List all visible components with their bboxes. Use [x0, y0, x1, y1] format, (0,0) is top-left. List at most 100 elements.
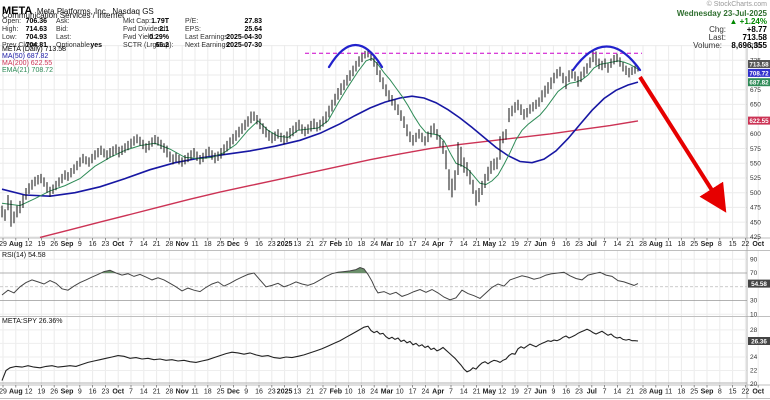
svg-text:713.58: 713.58	[749, 61, 769, 68]
legend-item: EMA(21) 708.72	[2, 67, 53, 74]
svg-text:12: 12	[498, 389, 506, 396]
svg-text:28: 28	[166, 241, 174, 248]
quote-label: High:	[2, 26, 19, 33]
svg-text:425: 425	[750, 234, 761, 241]
svg-text:10: 10	[345, 241, 353, 248]
svg-text:17: 17	[409, 241, 417, 248]
svg-text:500: 500	[750, 190, 761, 197]
svg-text:9: 9	[78, 389, 82, 396]
projected-decline-arrow	[638, 75, 727, 213]
ema21-line	[1, 57, 639, 207]
svg-text:17: 17	[409, 389, 417, 396]
svg-text:525: 525	[750, 175, 761, 182]
svg-text:Nov: Nov	[176, 241, 189, 248]
svg-text:22: 22	[750, 368, 758, 375]
legend-item: META (Daily) 713.58	[2, 46, 67, 53]
svg-text:Jun: Jun	[534, 389, 546, 396]
svg-text:21: 21	[626, 389, 634, 396]
ratio-value-label: 26.36	[748, 337, 770, 345]
svg-text:25: 25	[690, 389, 698, 396]
quote-value: 0.29%	[149, 34, 169, 41]
svg-text:10: 10	[750, 311, 758, 318]
svg-text:675: 675	[750, 87, 761, 94]
quote-value: 25.64	[244, 26, 262, 33]
quote-value: 2025-07-30	[226, 42, 262, 49]
svg-text:11: 11	[191, 389, 198, 396]
svg-text:27: 27	[524, 389, 532, 396]
svg-text:21: 21	[153, 389, 161, 396]
svg-text:19: 19	[511, 389, 519, 396]
svg-text:May: May	[483, 241, 497, 248]
candlesticks	[1, 50, 639, 227]
svg-text:9: 9	[244, 389, 248, 396]
svg-text:19: 19	[38, 389, 46, 396]
svg-text:19: 19	[38, 241, 46, 248]
top-arc-arc1	[327, 43, 384, 69]
ema21-price-label: 708.72	[748, 68, 770, 77]
svg-text:25: 25	[690, 241, 698, 248]
ma50-price-label: 687.82	[748, 78, 770, 87]
quote-label: P/E:	[185, 18, 199, 25]
quote-value: 704.93	[25, 34, 47, 41]
svg-text:15: 15	[729, 389, 737, 396]
svg-text:70: 70	[750, 270, 758, 277]
svg-text:7: 7	[603, 389, 607, 396]
svg-text:24: 24	[422, 389, 430, 396]
svg-text:26: 26	[50, 389, 58, 396]
svg-text:Apr: Apr	[432, 389, 444, 396]
svg-text:23: 23	[268, 241, 276, 248]
quote-value: 714.63	[25, 26, 47, 33]
svg-text:14: 14	[614, 241, 622, 248]
svg-text:23: 23	[575, 389, 583, 396]
last-price-label: 713.58	[748, 60, 770, 68]
svg-text:650: 650	[750, 102, 761, 109]
last-label: Last:	[708, 33, 726, 42]
quote-label: Low:	[2, 34, 17, 41]
svg-text:27: 27	[524, 241, 532, 248]
svg-text:14: 14	[460, 241, 468, 248]
svg-text:550: 550	[750, 161, 761, 168]
meta-spy-ratio-line	[1, 325, 639, 381]
svg-text:Oct: Oct	[112, 241, 124, 248]
rsi-panel-label: RSI(14) 54.58	[2, 252, 46, 259]
quote-label: Next Earnings:	[185, 42, 231, 49]
svg-text:18: 18	[358, 241, 366, 248]
svg-text:29: 29	[0, 241, 7, 248]
svg-text:25: 25	[217, 241, 225, 248]
volume-label: Volume:	[693, 41, 722, 50]
percent-change: ▲ +1.24%	[729, 17, 767, 26]
svg-text:16: 16	[255, 389, 263, 396]
svg-text:Sep: Sep	[61, 241, 74, 248]
svg-text:7: 7	[449, 389, 453, 396]
svg-text:Sep: Sep	[701, 389, 714, 396]
rsi-overbought-fill	[101, 270, 116, 273]
svg-text:28: 28	[166, 389, 174, 396]
quote-value: 2.1	[159, 26, 169, 33]
svg-text:54.58: 54.58	[751, 281, 767, 288]
svg-text:18: 18	[678, 389, 686, 396]
svg-text:13: 13	[294, 241, 302, 248]
svg-text:16: 16	[89, 389, 97, 396]
svg-text:May: May	[483, 389, 497, 396]
last-value: 713.58	[742, 33, 767, 42]
svg-text:22: 22	[742, 241, 750, 248]
svg-text:24: 24	[370, 241, 378, 248]
svg-text:16: 16	[562, 389, 570, 396]
svg-text:23: 23	[102, 389, 110, 396]
up-arrow-icon: ▲	[729, 17, 738, 26]
svg-text:24: 24	[750, 354, 758, 361]
svg-text:12: 12	[25, 389, 33, 396]
top-arc-arc2	[571, 45, 642, 72]
svg-text:28: 28	[639, 389, 647, 396]
svg-text:23: 23	[268, 389, 276, 396]
svg-text:475: 475	[750, 205, 761, 212]
svg-text:Feb: Feb	[330, 241, 342, 248]
copyright: © StockCharts.com	[706, 1, 767, 8]
svg-text:26.36: 26.36	[751, 338, 767, 345]
svg-text:25: 25	[217, 389, 225, 396]
ma200-line	[39, 120, 639, 239]
svg-text:Mar: Mar	[381, 241, 394, 248]
quote-label: Last:	[56, 34, 72, 41]
